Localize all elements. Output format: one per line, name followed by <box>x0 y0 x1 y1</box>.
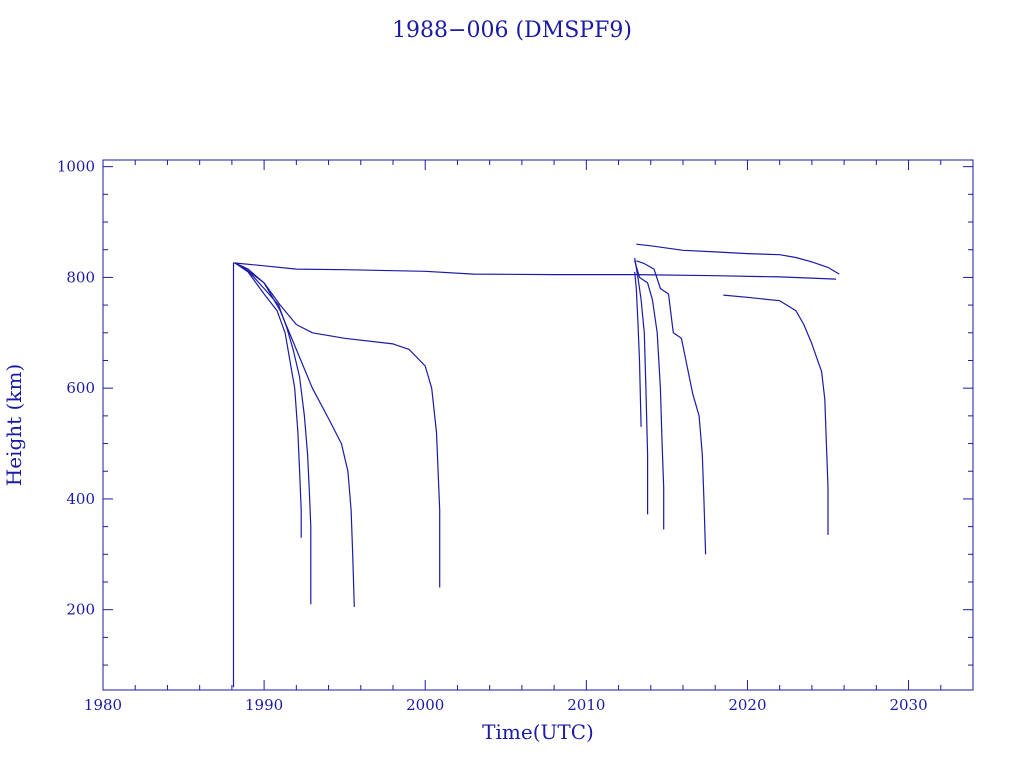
x-tick-label: 2000 <box>406 696 444 714</box>
series-line-7 <box>634 271 642 427</box>
plot-frame <box>102 159 974 691</box>
y-axis-label: Height (km) <box>2 364 26 486</box>
y-tick-label: 1000 <box>57 158 95 176</box>
x-tick-label: 2030 <box>889 696 927 714</box>
series-line-10 <box>636 260 707 555</box>
y-tick-label: 400 <box>66 490 95 508</box>
series-line-6 <box>234 262 441 588</box>
series-line-9 <box>634 260 665 530</box>
series-line-8 <box>634 257 649 515</box>
x-tick-label: 2010 <box>567 696 605 714</box>
y-tick-label: 600 <box>66 379 95 397</box>
y-tick-label: 200 <box>66 601 95 619</box>
series-line-5 <box>234 262 355 607</box>
series-line-1 <box>232 262 236 688</box>
series-line-3 <box>234 262 302 538</box>
x-tick-label: 1980 <box>84 696 122 714</box>
axis-ticks <box>102 160 974 690</box>
y-tick-label: 800 <box>66 268 95 286</box>
series-line-2 <box>235 262 837 280</box>
axis-tick-labels: 1980 1990 2000 2010 2020 2030 200 400 600 800 1000 <box>57 158 928 714</box>
x-axis-label: Time(UTC) <box>482 720 594 744</box>
series-line-12 <box>723 294 829 535</box>
x-tick-label: 1990 <box>245 696 283 714</box>
data-series <box>232 243 840 688</box>
chart-title: 1988−006 (DMSPF9) <box>392 18 632 43</box>
series-line-4 <box>234 262 312 605</box>
series-line-11 <box>636 243 840 275</box>
x-tick-label: 2020 <box>728 696 766 714</box>
